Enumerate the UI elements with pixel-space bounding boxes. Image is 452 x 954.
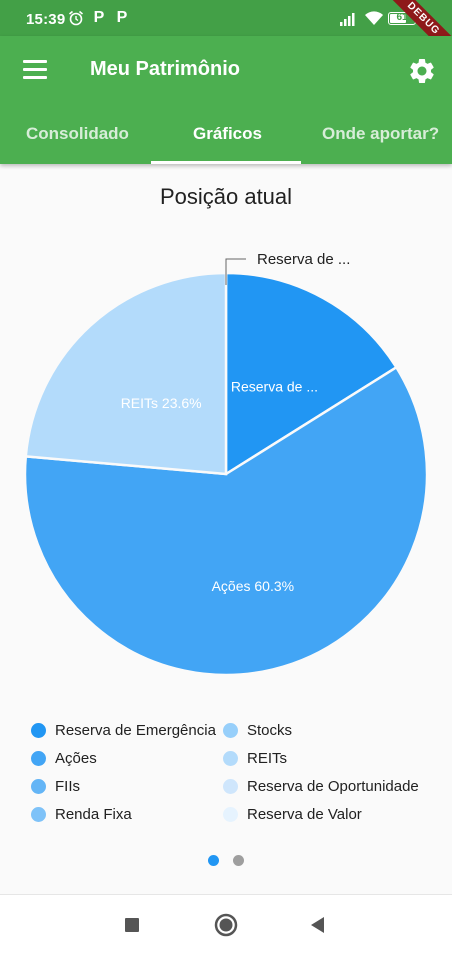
tab-indicator — [151, 161, 301, 164]
charts-page[interactable]: Posição atual Reserva de ... Ações 60.3% R… — [0, 164, 452, 894]
legend-label: Stocks — [247, 721, 293, 739]
tab-bar: Consolidado Gráficos Onde aportar? — [0, 112, 452, 164]
callout-line — [225, 258, 246, 285]
status-bar: 15:39 P P 61 DEBUG — [0, 0, 452, 64]
legend-label: FIIs — [55, 777, 80, 795]
legend-item: Ações — [31, 748, 97, 768]
slice-label: Ações 60.3% — [212, 578, 295, 594]
notification-p-icon: P — [93, 9, 105, 26]
chart-title: Posição atual — [159, 184, 293, 209]
battery-fill — [390, 14, 406, 23]
tab-onde-aportar[interactable]: Onde aportar? — [322, 124, 440, 143]
legend-dot — [223, 806, 238, 822]
tab-consolidado[interactable]: Consolidado — [26, 124, 129, 143]
pie-slice[interactable] — [224, 271, 399, 477]
slice-label: REITs 23.6% — [121, 395, 202, 411]
legend-label: Reserva de Valor — [247, 805, 362, 823]
circle-icon[interactable] — [212, 911, 240, 939]
page-title: Meu Patrimônio — [90, 58, 241, 80]
triangle-back-icon[interactable] — [304, 911, 332, 939]
legend-dot — [31, 750, 46, 766]
callout-label: Reserva de ... — [257, 251, 350, 268]
notification-p-icon: P — [116, 9, 128, 26]
legend-label: Reserva de Emergência — [55, 721, 216, 739]
legend-dot — [223, 750, 238, 766]
wifi-icon — [365, 11, 383, 25]
legend-label: REITs — [247, 749, 288, 767]
legend-dot — [31, 806, 46, 822]
menu-icon — [23, 76, 47, 79]
pie-slice[interactable] — [24, 271, 228, 476]
legend-item: REITs — [223, 748, 287, 768]
gear-icon[interactable] — [405, 56, 439, 86]
menu-button[interactable] — [15, 56, 55, 84]
page-dot-active[interactable] — [208, 855, 219, 866]
legend-label: Reserva de Oportunidade — [247, 777, 419, 795]
pie-chart[interactable]: Reserva de ... Ações 60.3% REITs 23.6% Rese… — [0, 214, 452, 744]
alarm-icon — [68, 10, 84, 26]
menu-icon — [23, 68, 47, 71]
square-icon[interactable] — [118, 911, 146, 939]
legend-dot — [223, 722, 238, 738]
status-time: 15:39 — [26, 11, 66, 28]
legend-item: Renda Fixa — [31, 804, 132, 824]
app-bar: Meu Patrimônio Consolidado Gráficos Onde… — [0, 36, 452, 164]
legend-dot — [31, 778, 46, 794]
legend-item: Stocks — [223, 720, 292, 740]
legend-label: Ações — [55, 749, 97, 767]
legend-dot — [223, 778, 238, 794]
legend-label: Renda Fixa — [55, 805, 132, 823]
legend-dot — [31, 722, 46, 738]
legend-item: Reserva de Valor — [223, 804, 362, 824]
battery-percent: 61 — [396, 12, 408, 23]
legend-item: FIIs — [31, 776, 80, 796]
page-indicator — [0, 855, 452, 867]
signal-icon — [340, 13, 355, 26]
system-nav-bar — [0, 894, 452, 954]
menu-icon — [23, 60, 47, 63]
slice-label: Reserva de ... — [231, 379, 318, 395]
legend-item: Reserva de Oportunidade — [223, 776, 419, 796]
legend-item: Reserva de Emergência — [31, 720, 216, 740]
pie-slice[interactable] — [23, 365, 429, 677]
page-dot[interactable] — [233, 855, 244, 866]
tab-graficos[interactable]: Gráficos — [193, 124, 262, 143]
